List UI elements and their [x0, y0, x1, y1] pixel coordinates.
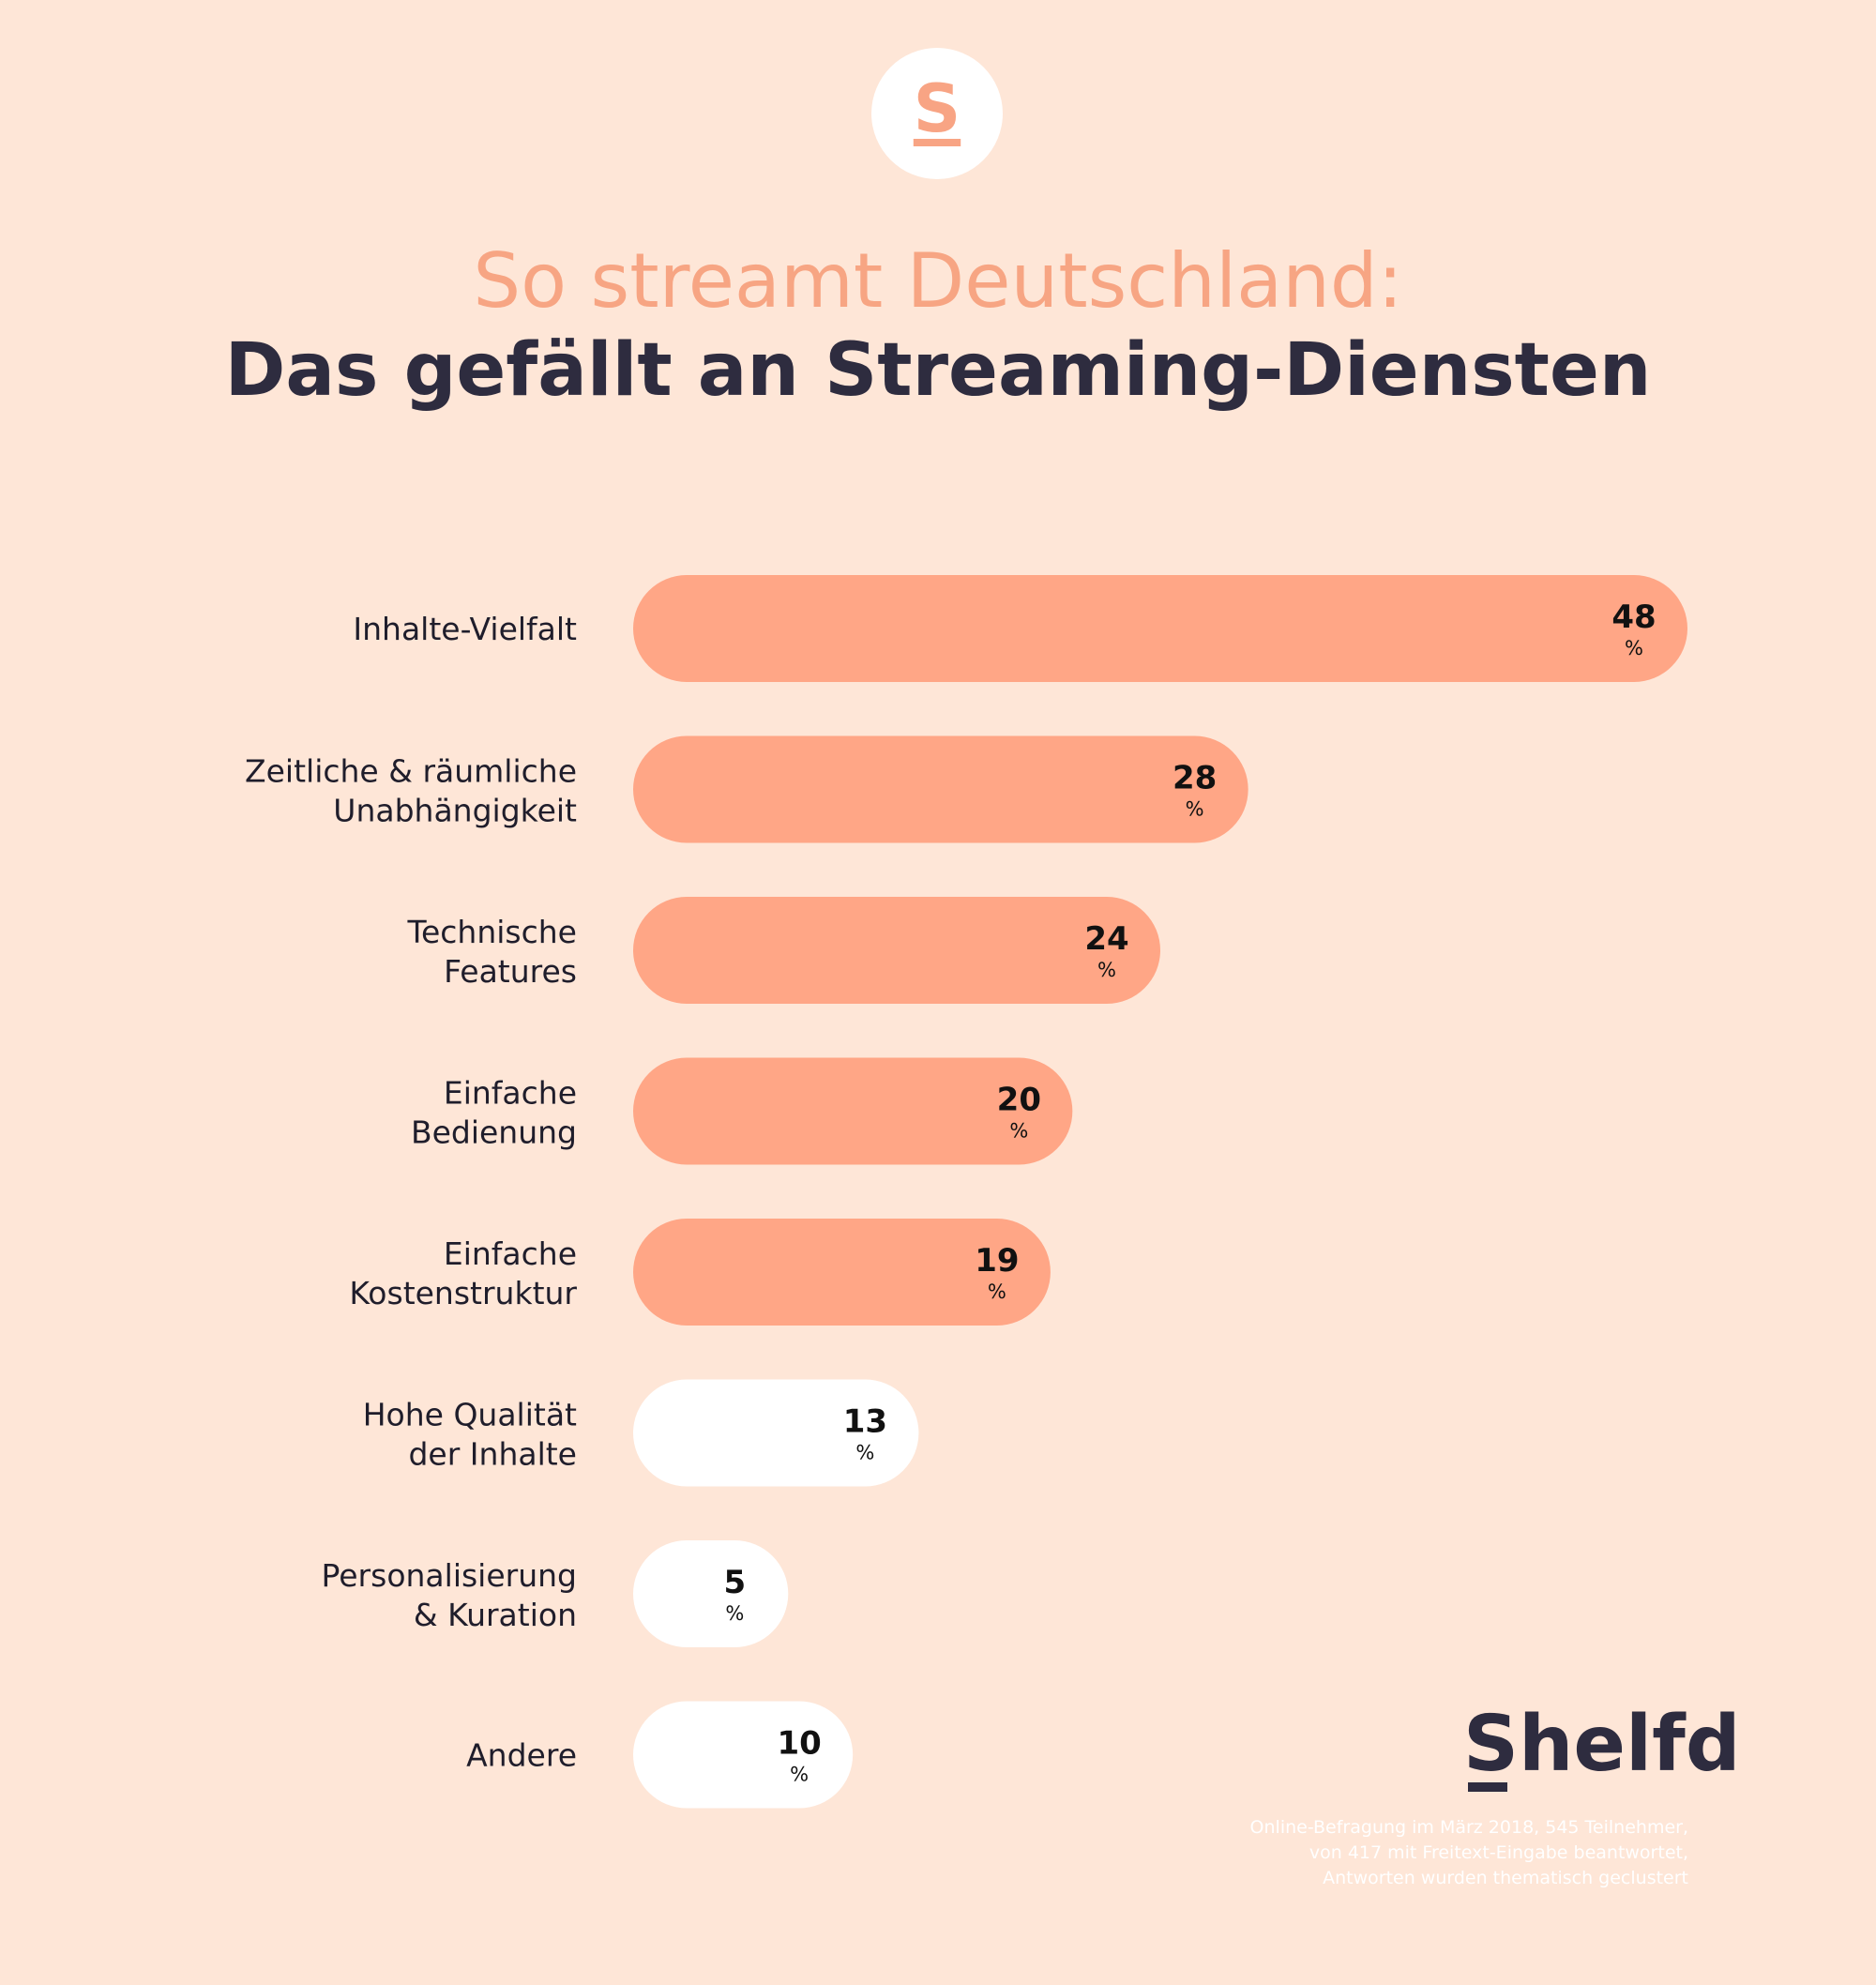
chart-title-line1: So streamt Deutschland: — [473, 237, 1403, 325]
bar-unit-label: % — [988, 1280, 1006, 1303]
bar-value-label: 10 — [778, 1725, 822, 1763]
bar-unit-label: % — [1097, 959, 1116, 981]
category-label: Einfache — [444, 1075, 577, 1112]
bar-value-label: 28 — [1172, 760, 1217, 797]
category-label: Andere — [466, 1737, 577, 1774]
bar — [633, 897, 1160, 1004]
bar — [633, 1701, 854, 1809]
logo-s-icon: S — [913, 70, 961, 147]
bar-unit-label: % — [1009, 1120, 1028, 1143]
logo-badge: S — [871, 48, 1003, 179]
bar-value-label: 24 — [1084, 920, 1128, 958]
footnote-line: von 417 mit Freitext-Eingabe beantwortet… — [1309, 1842, 1688, 1863]
bar — [633, 1057, 1073, 1165]
bar-value-label: 20 — [997, 1082, 1041, 1119]
bar — [633, 1540, 789, 1647]
brand-underline — [1468, 1782, 1507, 1792]
bar-unit-label: % — [855, 1442, 874, 1464]
category-label: Features — [444, 953, 577, 990]
category-label: Inhalte-Vielfalt — [353, 611, 577, 647]
bar — [633, 1219, 1051, 1326]
category-label: Zeitliche & räumliche — [245, 753, 577, 790]
category-label: Technische — [406, 914, 577, 950]
bar-unit-label: % — [725, 1602, 744, 1625]
footnote-line: Online-Befragung im März 2018, 545 Teiln… — [1249, 1817, 1688, 1838]
bar — [633, 1379, 919, 1487]
bar-value-label: 48 — [1611, 599, 1656, 636]
bar-value-label: 5 — [723, 1564, 746, 1601]
category-label: Personalisierung — [322, 1557, 577, 1594]
bar-value-label: 13 — [843, 1403, 887, 1441]
category-label: & Kuration — [414, 1597, 577, 1633]
footnote: Online-Befragung im März 2018, 545 Teiln… — [1032, 1815, 1688, 1891]
category-label: Hohe Qualität — [363, 1397, 577, 1433]
bar-value-label: 19 — [975, 1242, 1019, 1280]
category-label: Kostenstruktur — [349, 1275, 577, 1311]
category-label: Einfache — [444, 1235, 577, 1272]
category-label: Unabhängigkeit — [333, 793, 577, 829]
category-label: der Inhalte — [408, 1436, 577, 1473]
chart-title-line2: Das gefällt an Streaming-Diensten — [224, 328, 1652, 413]
bar-unit-label: % — [1186, 798, 1204, 821]
bar — [633, 575, 1687, 682]
brand-logo: Shelfd — [1463, 1700, 1741, 1789]
bar-unit-label: % — [1625, 637, 1643, 659]
footnote-line: Antworten wurden thematisch geclustert — [1323, 1868, 1688, 1888]
bar — [633, 735, 1248, 843]
bar-unit-label: % — [790, 1764, 809, 1786]
category-label: Bedienung — [411, 1114, 577, 1151]
